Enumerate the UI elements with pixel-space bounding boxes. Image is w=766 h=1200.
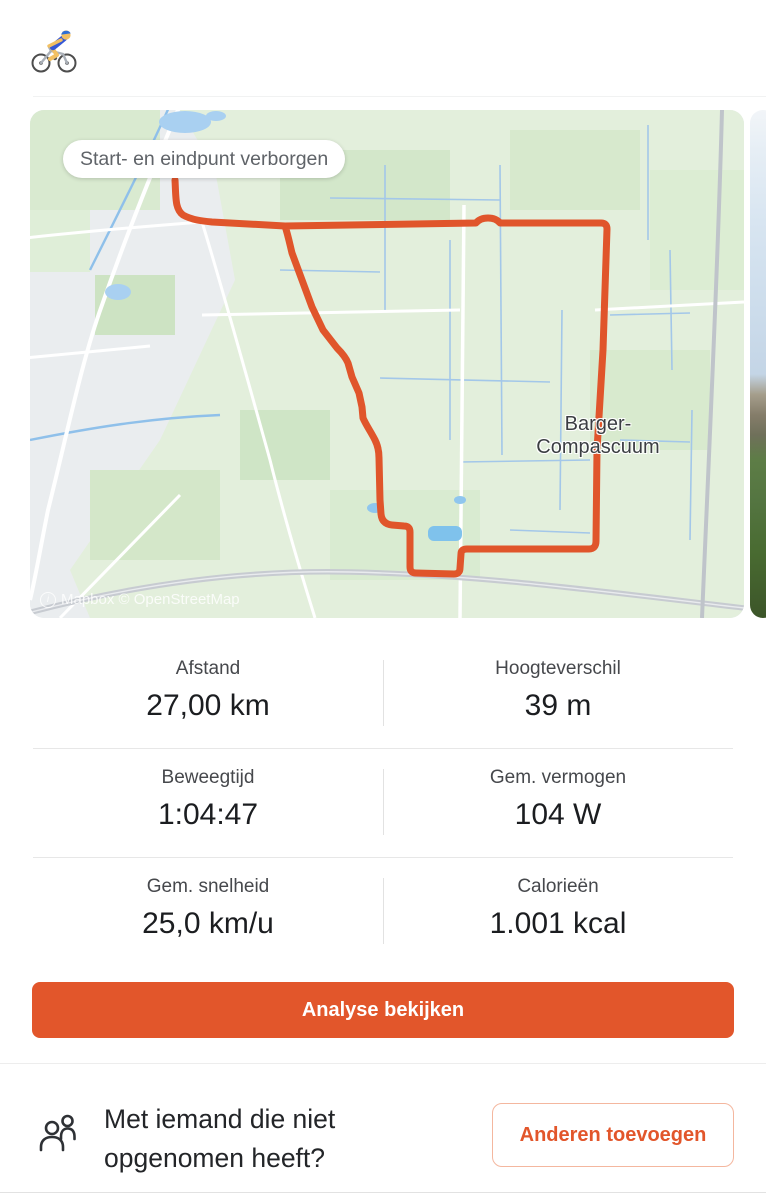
stat-divider	[383, 878, 384, 944]
stat-value: 27,00 km	[146, 689, 270, 722]
map-canals	[279, 125, 693, 541]
info-icon: i	[40, 591, 56, 608]
header-divider	[33, 96, 766, 97]
stat-value: 39 m	[524, 689, 592, 722]
stat-label: Hoogteverschil	[495, 658, 621, 679]
stat-gem-vermogen: Gem. vermogen 104 W	[383, 749, 733, 857]
stat-label: Afstand	[175, 658, 241, 679]
map-attribution[interactable]: i Mapbox © OpenStreetMap	[40, 591, 240, 608]
stat-calorieen: Calorieën 1.001 kcal	[383, 858, 733, 966]
stats-row: Gem. snelheid 25,0 km/u Calorieën 1.001 …	[33, 858, 733, 966]
stats-row: Beweegtijd 1:04:47 Gem. vermogen 104 W	[33, 749, 733, 858]
group-people-icon	[39, 1114, 76, 1152]
map-highways	[30, 110, 744, 618]
stat-value: 1.001 kcal	[489, 907, 627, 940]
stat-label: Calorieën	[517, 876, 599, 897]
tag-question-text: Met iemand die niet opgenomen heeft?	[104, 1104, 336, 1173]
stat-value: 25,0 km/u	[142, 907, 274, 940]
section-divider	[0, 1063, 766, 1064]
stat-label: Gem. vermogen	[489, 767, 627, 788]
stat-divider	[383, 769, 384, 835]
bottom-divider	[0, 1192, 766, 1193]
stat-divider	[383, 660, 384, 726]
stat-label: Gem. snelheid	[146, 876, 270, 897]
cyclist-emoji	[31, 30, 77, 73]
map-place-label: Barger- Compascuum	[536, 413, 660, 458]
map-canvas	[30, 110, 744, 618]
privacy-tooltip-text: Start- en eindpunt verborgen	[80, 147, 329, 170]
stat-hoogteverschil: Hoogteverschil 39 m	[383, 640, 733, 748]
map-roads	[30, 110, 744, 618]
next-photo-preview[interactable]	[750, 110, 766, 618]
map-attribution-text: Mapbox © OpenStreetMap	[61, 591, 240, 608]
view-analysis-label: Analyse bekijken	[301, 998, 465, 1021]
route-line	[171, 176, 611, 578]
view-analysis-button[interactable]: Analyse bekijken	[32, 982, 734, 1038]
stat-value: 1:04:47	[157, 798, 259, 831]
stats-grid: Afstand 27,00 km Hoogteverschil 39 m Bew…	[33, 640, 733, 966]
stat-value: 104 W	[514, 798, 602, 831]
add-others-button[interactable]: Anderen toevoegen	[492, 1103, 734, 1167]
stats-row: Afstand 27,00 km Hoogteverschil 39 m	[33, 640, 733, 749]
add-others-label: Anderen toevoegen	[519, 1123, 707, 1146]
stat-afstand: Afstand 27,00 km	[33, 640, 383, 748]
stat-label: Beweegtijd	[161, 767, 255, 788]
map-lakes	[105, 111, 466, 541]
privacy-tooltip: Start- en eindpunt verborgen	[63, 140, 346, 178]
stat-gem-snelheid: Gem. snelheid 25,0 km/u	[33, 858, 383, 966]
stat-beweegtijd: Beweegtijd 1:04:47	[33, 749, 383, 857]
route-map[interactable]: Start- en eindpunt verborgen Barger- Com…	[30, 110, 744, 618]
map-fields	[30, 110, 744, 618]
